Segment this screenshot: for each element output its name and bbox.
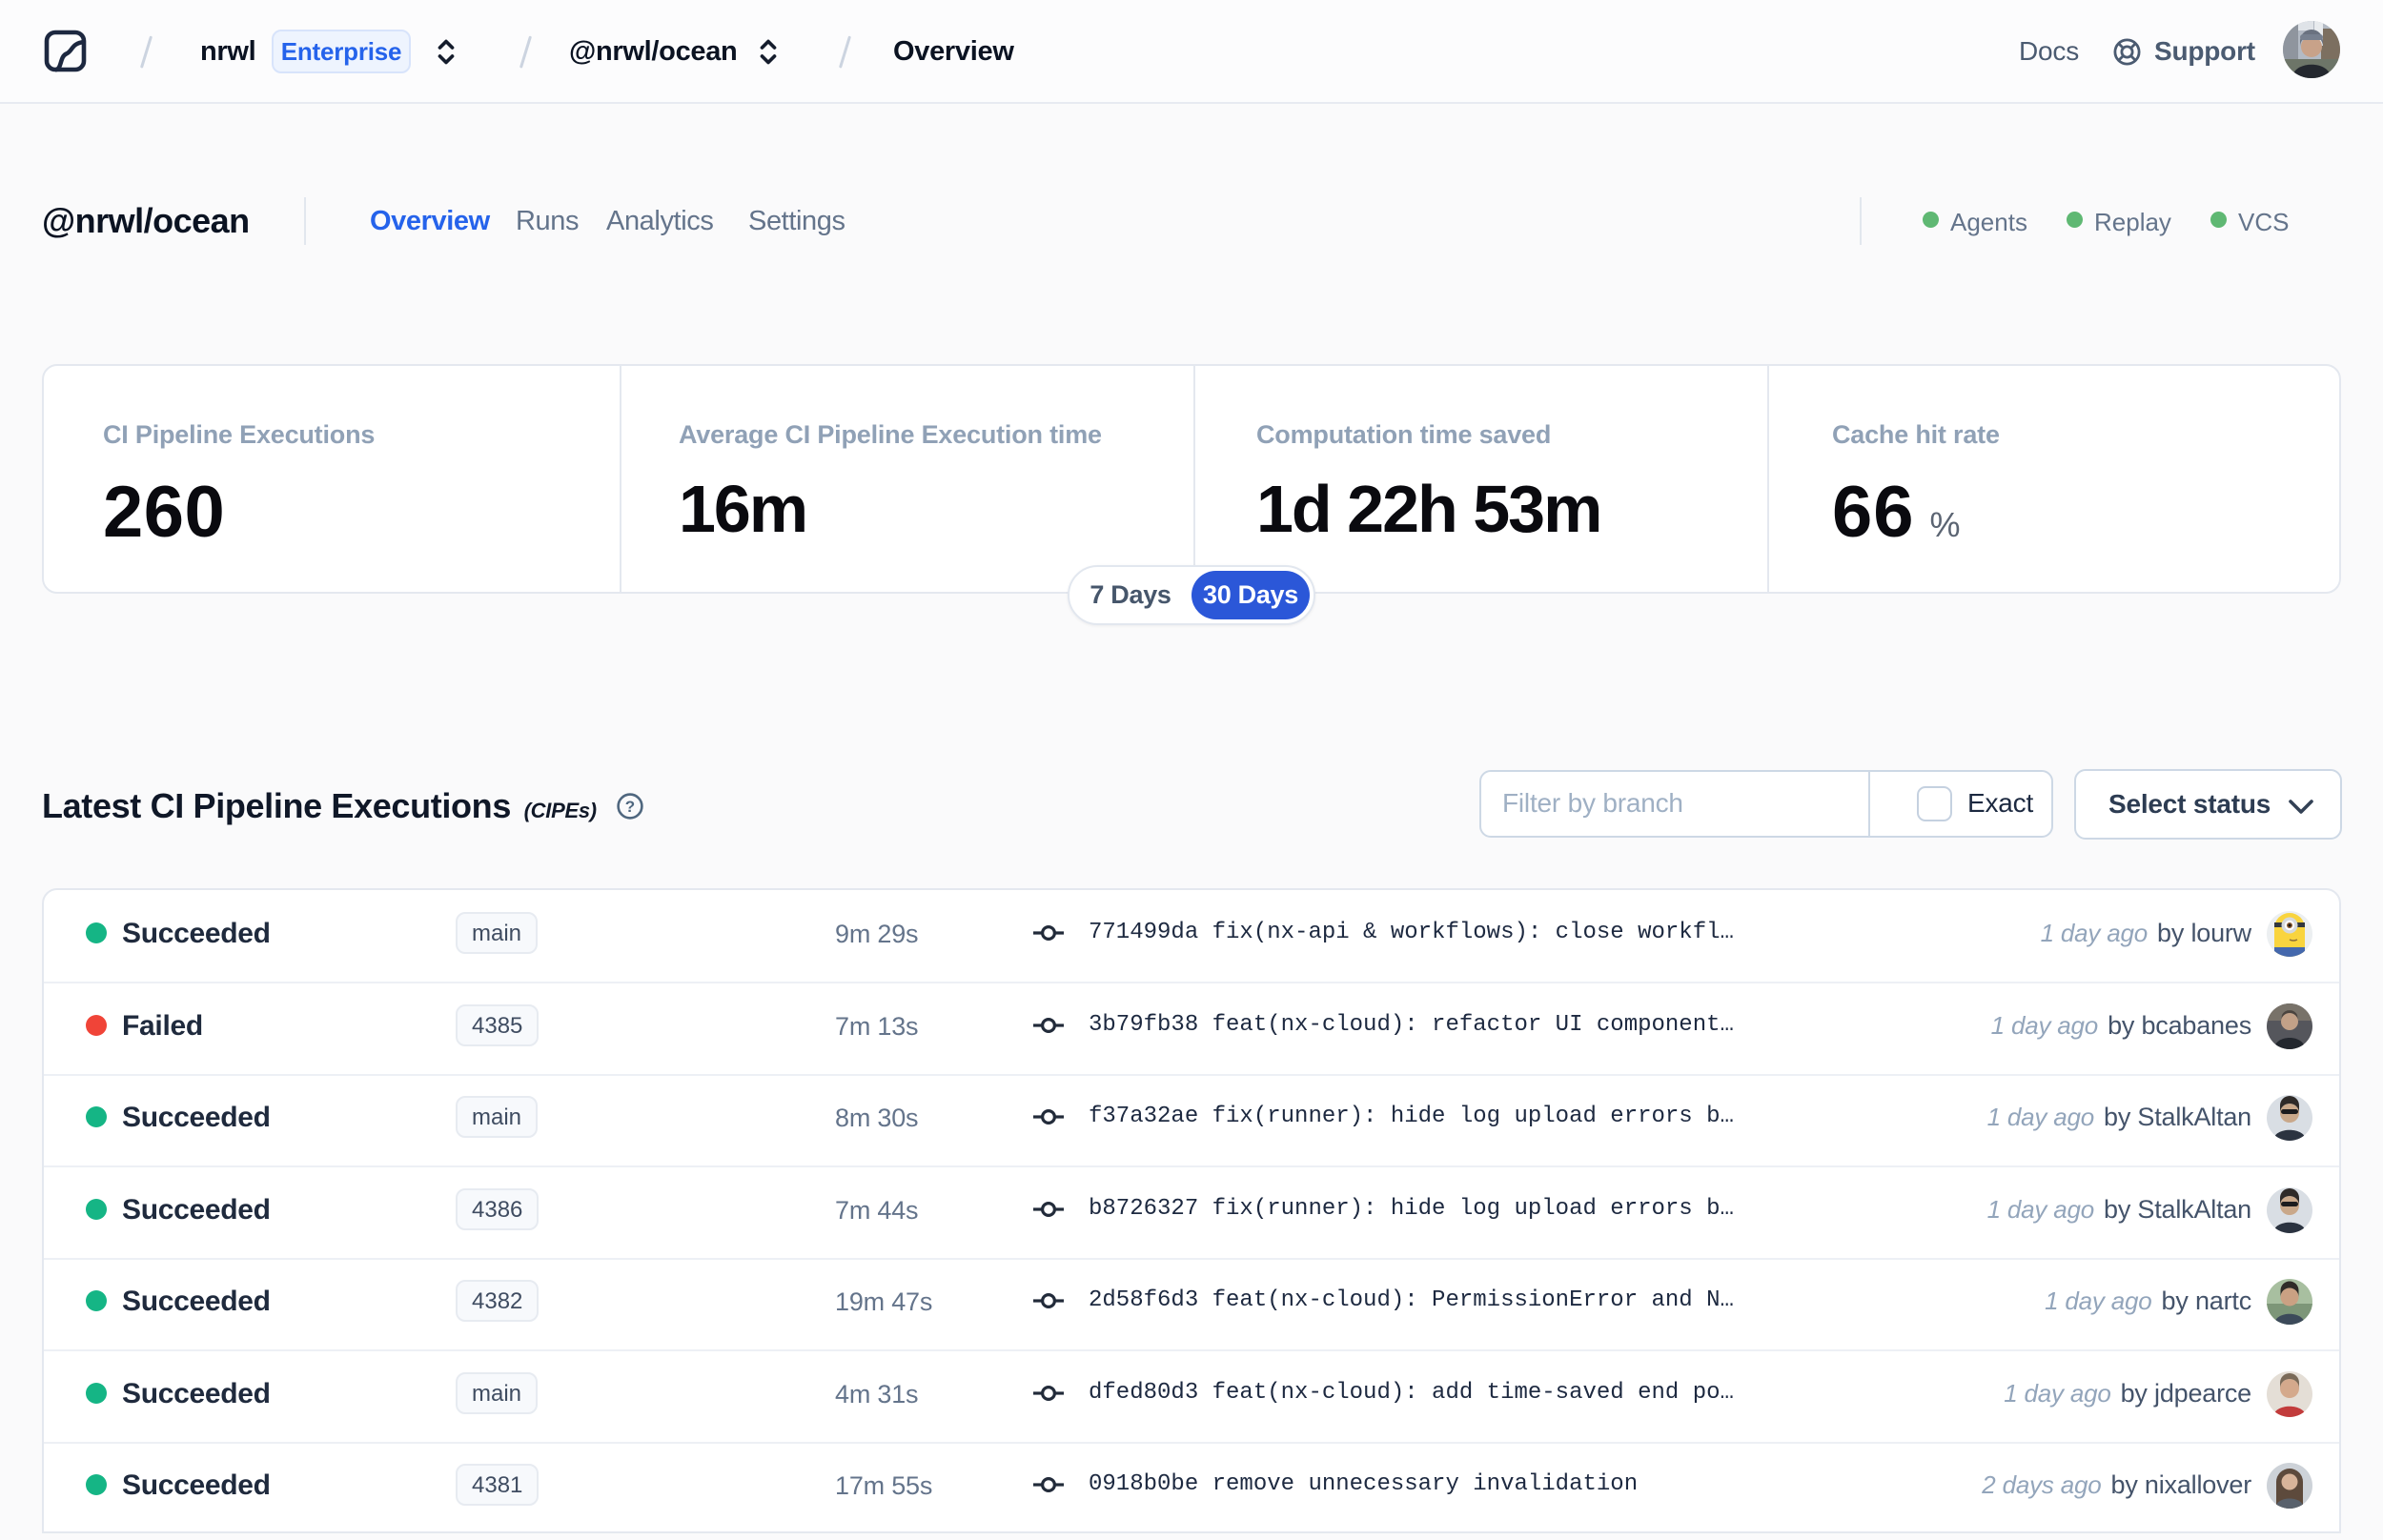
svg-text:?: ? [625,798,635,816]
